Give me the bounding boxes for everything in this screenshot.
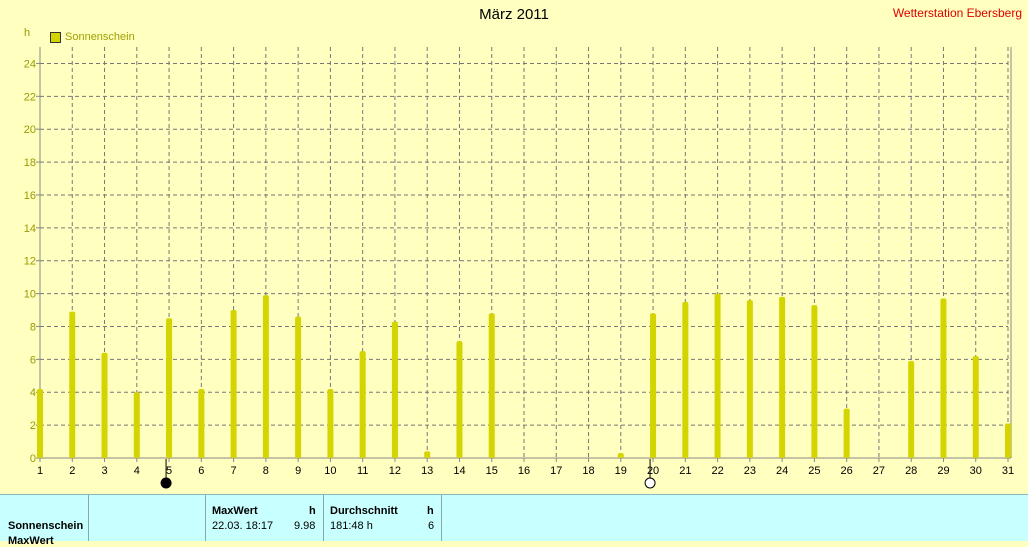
x-tick-label: 21 [679, 465, 691, 477]
chart-title: März 2011 [479, 6, 549, 23]
bar-day-8 [262, 295, 269, 458]
panel-label-column [0, 495, 89, 541]
y-axis-unit: h [24, 27, 31, 39]
y-tick-label: 16 [24, 190, 36, 202]
max-unit: h [309, 505, 316, 517]
y-tick-label: 12 [24, 256, 36, 268]
bar-day-3 [101, 352, 108, 458]
x-tick-label: 11 [357, 465, 368, 477]
bar-day-14 [456, 341, 463, 458]
max-date: 22.03. 18:17 [212, 520, 274, 532]
x-tick-label: 26 [841, 465, 853, 477]
x-tick-label: 31 [1002, 465, 1014, 477]
x-tick-label: 12 [389, 465, 401, 477]
x-tick-label: 24 [776, 465, 788, 477]
bar-day-19 [617, 453, 624, 458]
bar-day-10 [327, 388, 334, 458]
legend-swatch [50, 31, 61, 43]
bar-day-29 [940, 298, 947, 458]
bar-day-21 [682, 301, 689, 458]
y-tick-label: 8 [30, 321, 36, 333]
avg-value: 6 [428, 520, 435, 532]
bar-day-31 [1005, 423, 1011, 458]
panel-avg-column [324, 495, 442, 541]
y-tick-label: 10 [24, 289, 36, 301]
bar-day-25 [811, 305, 818, 458]
x-tick-label: 14 [453, 465, 465, 477]
avg-header: Durchschnitt [330, 505, 398, 517]
x-tick-label: 15 [486, 465, 498, 477]
bar-day-15 [488, 313, 495, 458]
x-tick-label: 6 [198, 465, 204, 477]
x-tick-label: 30 [970, 465, 982, 477]
max-header: MaxWert [212, 505, 258, 517]
x-tick-label: 13 [421, 465, 433, 477]
bar-day-13 [424, 451, 431, 458]
y-tick-label: 22 [24, 91, 36, 103]
y-tick-label: 6 [30, 354, 36, 366]
full-moon-icon [160, 477, 172, 489]
y-tick-label: 4 [30, 387, 36, 399]
x-tick-label: 27 [873, 465, 885, 477]
bar-day-9 [295, 316, 302, 458]
avg-total: 181:48 h [330, 520, 373, 532]
new-moon-icon [644, 477, 656, 489]
x-tick-label: 10 [324, 465, 336, 477]
x-tick-label: 3 [101, 465, 107, 477]
summary-panel: Sonnenschein MaxWert MaxWert h 22.03. 18… [0, 494, 1028, 547]
bar-day-5 [166, 318, 173, 458]
row-label-maxwert: MaxWert [8, 535, 54, 547]
y-tick-label: 0 [30, 453, 36, 465]
x-tick-label: 7 [231, 465, 237, 477]
x-tick-label: 4 [134, 465, 140, 477]
bar-day-26 [843, 408, 850, 458]
bar-day-12 [391, 321, 398, 458]
y-tick-label: 18 [24, 157, 36, 169]
x-tick-label: 29 [937, 465, 949, 477]
station-name: Wetterstation Ebersberg [892, 6, 1022, 20]
panel-max-column [206, 495, 324, 541]
x-tick-label: 18 [582, 465, 594, 477]
panel-empty-column [89, 495, 206, 541]
x-tick-label: 1 [37, 465, 43, 477]
bar-day-7 [230, 310, 237, 458]
bar-day-30 [972, 356, 979, 458]
bar-day-11 [359, 351, 366, 458]
x-tick-label: 8 [263, 465, 269, 477]
max-value: 9.98 [294, 520, 316, 532]
x-tick-label: 5 [166, 465, 172, 477]
y-tick-label: 20 [24, 124, 36, 136]
bar-day-2 [69, 311, 76, 458]
legend: Sonnenschein [50, 31, 135, 43]
x-tick-label: 2 [69, 465, 75, 477]
x-tick-label: 19 [615, 465, 627, 477]
x-tick-label: 20 [647, 465, 659, 477]
y-tick-label: 2 [30, 420, 36, 432]
y-tick-label: 14 [24, 223, 36, 235]
bar-day-22 [714, 293, 721, 458]
bar-day-24 [779, 296, 786, 458]
row-label-sunshine: Sonnenschein [8, 520, 84, 532]
bar-day-6 [198, 388, 205, 458]
x-tick-label: 25 [808, 465, 820, 477]
y-tick-label: 24 [24, 58, 36, 70]
x-tick-label: 17 [550, 465, 562, 477]
bar-day-28 [908, 361, 915, 458]
legend-label: Sonnenschein [65, 31, 135, 43]
x-tick-label: 22 [711, 465, 723, 477]
x-tick-label: 16 [518, 465, 530, 477]
avg-unit: h [427, 505, 434, 517]
bar-day-1 [37, 388, 43, 458]
x-tick-label: 23 [744, 465, 756, 477]
bar-day-4 [133, 392, 140, 458]
bar-day-23 [746, 300, 753, 458]
x-tick-label: 9 [295, 465, 301, 477]
bar-day-20 [650, 313, 657, 458]
x-tick-label: 28 [905, 465, 917, 477]
